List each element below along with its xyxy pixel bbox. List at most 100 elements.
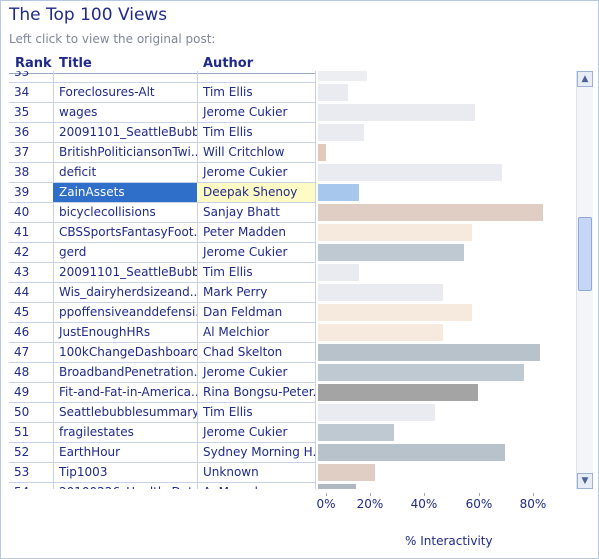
- interactivity-bar[interactable]: [318, 364, 524, 381]
- row-author[interactable]: A. Marosh: [197, 483, 315, 489]
- column-header-rank[interactable]: Rank: [15, 56, 52, 71]
- row-title-link[interactable]: 20100226_Health_Data...: [53, 483, 197, 489]
- row-rank[interactable]: 36: [14, 125, 30, 139]
- interactivity-bar[interactable]: [318, 284, 443, 301]
- row-rank[interactable]: 53: [14, 465, 30, 479]
- row-rank[interactable]: 42: [14, 245, 30, 259]
- interactivity-bar[interactable]: [318, 244, 464, 261]
- row-title-link[interactable]: bicyclecollisions: [59, 205, 156, 219]
- row-rank[interactable]: 39: [14, 185, 30, 199]
- row-rank[interactable]: 33: [14, 71, 30, 79]
- row-title-link[interactable]: 20091101_SeattleBubb...: [59, 265, 197, 279]
- row-author[interactable]: Tim Ellis: [203, 265, 253, 279]
- row-author[interactable]: Jerome Cukier: [203, 165, 288, 179]
- interactivity-bar[interactable]: [318, 264, 359, 281]
- table-row[interactable]: 33: [9, 71, 576, 83]
- row-author[interactable]: Jerome Cukier: [203, 425, 288, 439]
- interactivity-bar[interactable]: [318, 104, 475, 121]
- table-row[interactable]: 50 Seattlebubblesummary... Tim Ellis: [9, 403, 576, 423]
- table-row[interactable]: 45 ppoffensiveanddefensi... Dan Feldman: [9, 303, 576, 323]
- row-title-link[interactable]: Tip1003: [59, 465, 108, 479]
- interactivity-bar[interactable]: [318, 71, 367, 81]
- row-author[interactable]: Jerome Cukier: [203, 105, 288, 119]
- row-title-link[interactable]: 100kChangeDashboard: [59, 345, 197, 359]
- row-rank[interactable]: 49: [14, 385, 30, 399]
- table-row[interactable]: 35 wages Jerome Cukier: [9, 103, 576, 123]
- table-row[interactable]: 42 gerd Jerome Cukier: [9, 243, 576, 263]
- row-title-link[interactable]: ppoffensiveanddefensi...: [59, 305, 197, 319]
- table-row[interactable]: 39 ZainAssets Deepak Shenoy: [9, 183, 576, 203]
- interactivity-bar[interactable]: [318, 164, 502, 181]
- row-title-link[interactable]: deficit: [59, 165, 97, 179]
- row-author[interactable]: Mark Perry: [203, 285, 268, 299]
- table-row[interactable]: 40 bicyclecollisions Sanjay Bhatt: [9, 203, 576, 223]
- table-row[interactable]: 36 20091101_SeattleBubb... Tim Ellis: [9, 123, 576, 143]
- row-rank[interactable]: 44: [14, 285, 30, 299]
- row-rank[interactable]: 50: [14, 405, 30, 419]
- table-row[interactable]: 37 BritishPoliticiansonTwi... Will Critchl…: [9, 143, 576, 163]
- table-row[interactable]: 44 Wis_dairyherdsizeand... Mark Perry: [9, 283, 576, 303]
- row-author[interactable]: Dan Feldman: [203, 305, 283, 319]
- table-row[interactable]: 48 BroadbandPenetration... Jerome Cukier: [9, 363, 576, 383]
- row-rank[interactable]: 41: [14, 225, 30, 239]
- row-rank[interactable]: 52: [14, 445, 30, 459]
- row-rank[interactable]: 51: [14, 425, 30, 439]
- scroll-down-icon[interactable]: ▼: [577, 473, 593, 489]
- row-title-link[interactable]: [53, 71, 197, 82]
- scroll-up-icon[interactable]: ▲: [577, 71, 593, 87]
- row-author[interactable]: Al Melchior: [203, 325, 270, 339]
- column-header-title[interactable]: Title: [59, 56, 92, 71]
- table-row[interactable]: 51 fragilestates Jerome Cukier: [9, 423, 576, 443]
- scroll-thumb[interactable]: [578, 217, 592, 291]
- row-author[interactable]: Rina Bongsu-Peter...: [203, 385, 315, 399]
- interactivity-bar[interactable]: [318, 84, 348, 101]
- interactivity-bar[interactable]: [318, 484, 356, 489]
- interactivity-bar[interactable]: [318, 124, 364, 141]
- row-rank[interactable]: 54: [9, 483, 49, 489]
- row-author[interactable]: Jerome Cukier: [203, 365, 288, 379]
- row-rank[interactable]: 38: [14, 165, 30, 179]
- table-row[interactable]: 41 CBSSportsFantasyFoot... Peter Madden: [9, 223, 576, 243]
- row-author[interactable]: Tim Ellis: [203, 405, 253, 419]
- row-title-link[interactable]: Wis_dairyherdsizeand...: [59, 285, 197, 299]
- row-author[interactable]: Deepak Shenoy: [197, 183, 315, 202]
- column-header-author[interactable]: Author: [203, 56, 254, 71]
- row-author[interactable]: Jerome Cukier: [203, 245, 288, 259]
- row-title-link[interactable]: BroadbandPenetration...: [59, 365, 197, 379]
- row-rank[interactable]: 46: [14, 325, 30, 339]
- row-author[interactable]: Peter Madden: [203, 225, 286, 239]
- table-row[interactable]: 49 Fit-and-Fat-in-America... Rina Bongsu-P…: [9, 383, 576, 403]
- interactivity-bar[interactable]: [318, 444, 505, 461]
- table-row[interactable]: 43 20091101_SeattleBubb... Tim Ellis: [9, 263, 576, 283]
- interactivity-bar[interactable]: [318, 464, 375, 481]
- interactivity-bar[interactable]: [318, 144, 326, 161]
- row-title-link[interactable]: Seattlebubblesummary...: [59, 405, 197, 419]
- row-rank[interactable]: 43: [14, 265, 30, 279]
- row-title-link[interactable]: gerd: [59, 245, 87, 259]
- table-row[interactable]: 47 100kChangeDashboard Chad Skelton: [9, 343, 576, 363]
- row-author[interactable]: Will Critchlow: [203, 145, 285, 159]
- row-rank[interactable]: 47: [14, 345, 30, 359]
- row-title-link[interactable]: JustEnoughHRs: [59, 325, 151, 339]
- row-title-link[interactable]: Fit-and-Fat-in-America...: [59, 385, 197, 399]
- row-title-link[interactable]: fragilestates: [59, 425, 134, 439]
- interactivity-bar[interactable]: [318, 324, 443, 341]
- row-author[interactable]: Unknown: [203, 465, 259, 479]
- vertical-scrollbar[interactable]: ▲ ▼: [576, 71, 593, 489]
- row-title-link[interactable]: ZainAssets: [53, 183, 197, 202]
- row-author[interactable]: Tim Ellis: [203, 85, 253, 99]
- row-author[interactable]: Chad Skelton: [203, 345, 283, 359]
- row-author[interactable]: Sydney Morning H...: [203, 445, 315, 459]
- row-title-link[interactable]: EarthHour: [59, 445, 121, 459]
- row-rank[interactable]: 40: [14, 205, 30, 219]
- row-title-link[interactable]: Foreclosures-Alt: [59, 85, 155, 99]
- row-title-link[interactable]: wages: [59, 105, 98, 119]
- row-author[interactable]: [197, 71, 315, 82]
- row-author[interactable]: Sanjay Bhatt: [203, 205, 280, 219]
- table-row[interactable]: 53 Tip1003 Unknown: [9, 463, 576, 483]
- row-title-link[interactable]: BritishPoliticiansonTwi...: [59, 145, 197, 159]
- row-rank[interactable]: 35: [14, 105, 30, 119]
- interactivity-bar[interactable]: [318, 204, 543, 221]
- row-rank[interactable]: 45: [14, 305, 30, 319]
- interactivity-bar[interactable]: [318, 424, 394, 441]
